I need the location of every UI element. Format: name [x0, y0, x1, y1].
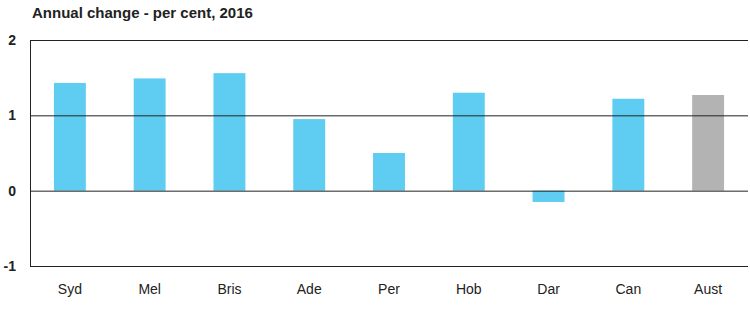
grid-line [30, 191, 748, 192]
bar [293, 119, 325, 191]
x-tick-label: Can [615, 281, 641, 297]
x-tick-label: Ade [297, 281, 322, 297]
y-axis-line [30, 41, 31, 267]
y-tick: 1 [8, 107, 748, 123]
x-tick: Dar [537, 266, 560, 297]
grid-line [30, 40, 748, 41]
x-tick-label: Hob [456, 281, 482, 297]
x-tick: Syd [58, 266, 82, 297]
x-tick-label: Syd [58, 281, 82, 297]
x-tick-label: Dar [537, 281, 560, 297]
bar [134, 78, 166, 190]
x-axis: Syd Mel Bris Ade Per Hob Dar Can Aust [58, 266, 722, 297]
x-tick-label: Mel [138, 281, 161, 297]
x-tick-label: Bris [217, 281, 241, 297]
x-tick: Hob [456, 266, 482, 297]
bar [453, 93, 485, 191]
bar [692, 95, 724, 191]
x-tick: Bris [217, 266, 241, 297]
y-tick: -1 [4, 258, 748, 274]
grid-line [30, 115, 748, 116]
x-tick: Per [378, 266, 400, 297]
y-tick-label: -1 [4, 258, 17, 274]
y-axis: -1 0 1 2 [4, 32, 748, 274]
bar [54, 83, 86, 191]
x-tick-label: Per [378, 281, 400, 297]
x-tick-label: Aust [694, 281, 722, 297]
y-tick: 0 [8, 183, 748, 199]
x-tick: Ade [297, 266, 322, 297]
y-tick-label: 0 [8, 183, 16, 199]
x-tick: Can [615, 266, 641, 297]
y-tick-label: 1 [8, 107, 16, 123]
x-tick: Mel [138, 266, 161, 297]
x-tick: Aust [694, 266, 722, 297]
bars [54, 73, 724, 202]
bar [612, 99, 644, 191]
chart-title: Annual change - per cent, 2016 [32, 4, 253, 21]
bar [213, 73, 245, 191]
bar [373, 153, 405, 191]
chart: Annual change - per cent, 2016 Syd Mel Bris… [0, 0, 750, 330]
plot: Syd Mel Bris Ade Per Hob Dar Can Aust -1 0 1 2 [4, 32, 748, 297]
bar [533, 191, 565, 202]
y-tick: 2 [8, 32, 748, 48]
y-tick-label: 2 [8, 32, 16, 48]
grid-line [30, 266, 748, 267]
